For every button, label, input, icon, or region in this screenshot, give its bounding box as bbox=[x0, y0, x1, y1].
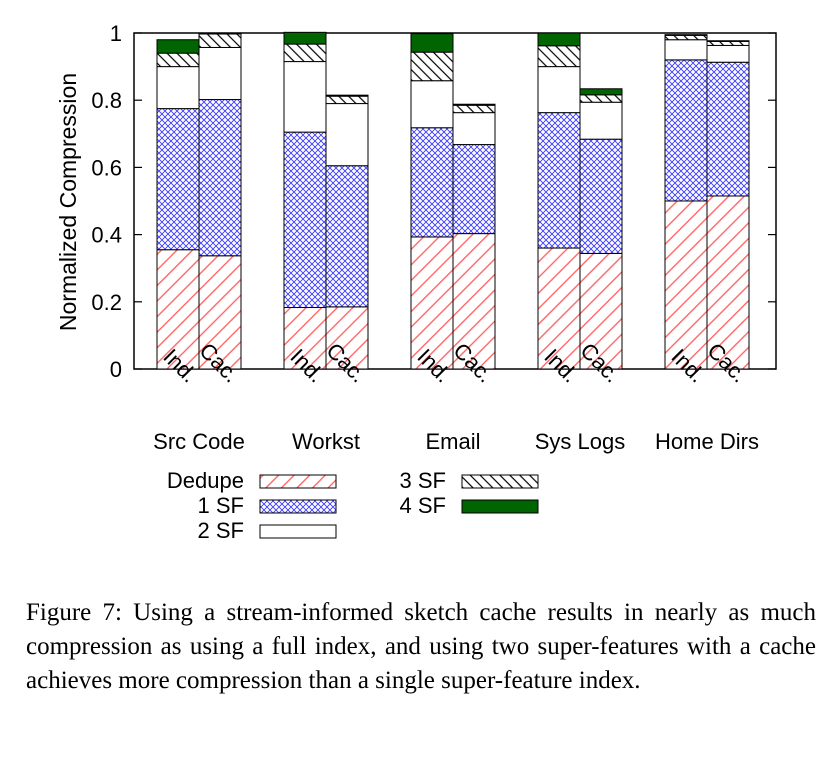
legend-swatch bbox=[259, 499, 337, 514]
legend-label: 4 SF bbox=[400, 493, 446, 518]
y-tick-label: 0 bbox=[110, 357, 122, 382]
group-label: Sys Logs bbox=[535, 429, 626, 454]
bar-segment-1-sf bbox=[537, 112, 581, 249]
bar-segment-1-sf bbox=[325, 165, 369, 308]
bar-segment-1-sf bbox=[283, 131, 327, 309]
bar-segment-2-sf bbox=[537, 66, 581, 114]
bar-segment-3-sf bbox=[537, 45, 581, 68]
bars-group bbox=[156, 31, 750, 370]
bar-segment-4-sf bbox=[452, 103, 496, 106]
bar-segment-4-sf bbox=[410, 33, 454, 53]
figure-caption: Figure 7: Using a stream-informed sketch… bbox=[26, 599, 816, 694]
group-label: Workst bbox=[292, 429, 360, 454]
y-tick-label: 0.6 bbox=[91, 155, 122, 180]
legend-swatch bbox=[259, 474, 337, 489]
bar-segment-3-sf bbox=[579, 94, 623, 103]
y-tick-label: 0.8 bbox=[91, 88, 122, 113]
group-label: Email bbox=[425, 429, 480, 454]
y-tick-label: 0.2 bbox=[91, 290, 122, 315]
bar-segment-2-sf bbox=[579, 101, 623, 140]
bar-segment-3-sf bbox=[706, 40, 750, 46]
bar-segment-3-sf bbox=[325, 95, 369, 105]
y-axis-label: Normalized Compression bbox=[55, 73, 81, 331]
bar-segment-2-sf bbox=[283, 61, 327, 133]
legend-label: 3 SF bbox=[400, 468, 446, 493]
bar-segment-4-sf bbox=[283, 31, 327, 45]
bar-segment-1-sf bbox=[452, 144, 496, 235]
bar-segment-3-sf bbox=[664, 34, 708, 41]
bar-segment-4-sf bbox=[706, 40, 750, 42]
bar-segment-4-sf bbox=[325, 94, 369, 97]
bar-segment-4-sf bbox=[664, 34, 708, 36]
stacked-bar-chart: 00.20.40.60.81 Ind.Cac.Src CodeInd.Cac.W… bbox=[55, 21, 777, 543]
bar-segment-2-sf bbox=[706, 44, 750, 63]
bar-segment-1-sf bbox=[198, 99, 242, 257]
bar-segment-1-sf bbox=[664, 59, 708, 202]
bar-segment-4-sf bbox=[537, 32, 581, 47]
bar-segment-4-sf bbox=[156, 39, 200, 54]
bar-segment-2-sf bbox=[156, 66, 200, 110]
group-label: Home Dirs bbox=[655, 429, 759, 454]
legend-label: 1 SF bbox=[198, 493, 244, 518]
bar-segment-dedupe bbox=[156, 249, 200, 370]
bar-segment-4-sf bbox=[198, 32, 242, 35]
bar-segment-dedupe bbox=[664, 200, 708, 370]
group-label: Src Code bbox=[153, 429, 245, 454]
legend-swatch bbox=[259, 524, 337, 539]
bar-segment-dedupe bbox=[579, 252, 623, 370]
legend-swatch bbox=[461, 499, 539, 514]
bar-segment-dedupe bbox=[325, 306, 369, 370]
legend-swatch bbox=[461, 474, 539, 489]
y-tick-label: 1 bbox=[110, 21, 122, 46]
bar-segment-4-sf bbox=[579, 88, 623, 96]
y-tick-label: 0.4 bbox=[91, 223, 122, 248]
bar-segment-2-sf bbox=[664, 39, 708, 61]
bar-segment-dedupe bbox=[706, 195, 750, 370]
bar-segment-1-sf bbox=[579, 138, 623, 254]
bar-segment-3-sf bbox=[198, 33, 242, 48]
bar-segment-2-sf bbox=[410, 80, 454, 129]
bar-segment-3-sf bbox=[410, 51, 454, 82]
bar-segment-3-sf bbox=[452, 104, 496, 114]
legend-label: Dedupe bbox=[167, 468, 244, 493]
bar-segment-3-sf bbox=[283, 43, 327, 63]
bar-segment-3-sf bbox=[156, 52, 200, 68]
legend-label: 2 SF bbox=[198, 518, 244, 543]
bar-segment-1-sf bbox=[156, 108, 200, 251]
bar-segment-2-sf bbox=[452, 112, 496, 146]
bar-segment-1-sf bbox=[410, 127, 454, 238]
bar-segment-2-sf bbox=[325, 103, 369, 167]
bar-segment-1-sf bbox=[706, 61, 750, 197]
bar-segment-2-sf bbox=[198, 46, 242, 101]
bar-segment-dedupe bbox=[283, 307, 327, 370]
bar-segment-dedupe bbox=[410, 236, 454, 370]
